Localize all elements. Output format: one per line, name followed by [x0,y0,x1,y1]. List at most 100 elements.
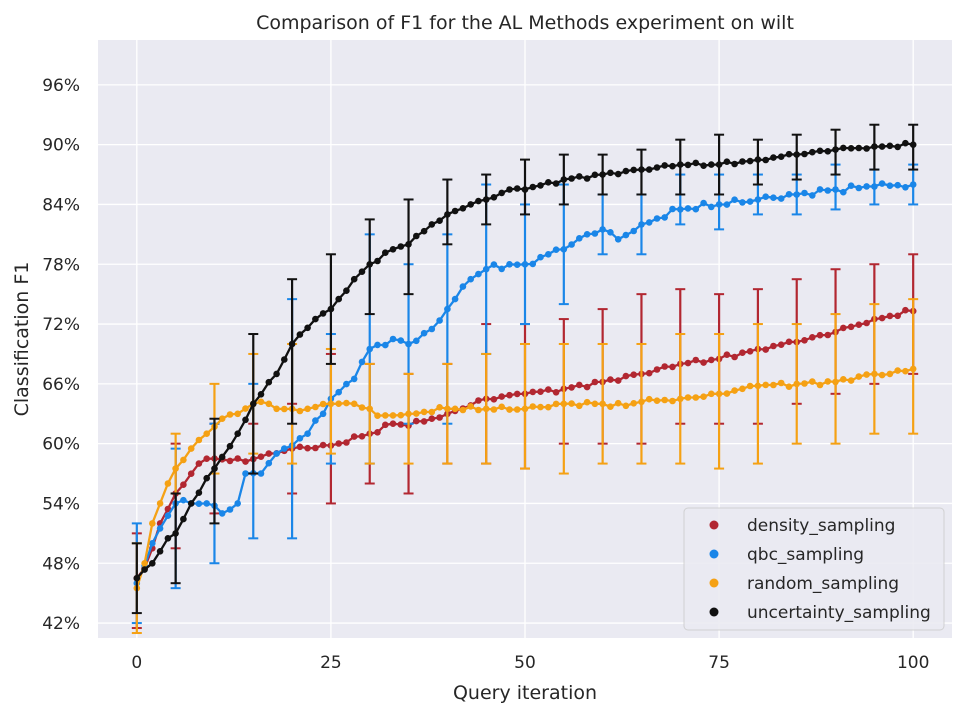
data-point [677,161,684,168]
data-point [731,387,738,394]
data-point [622,402,630,410]
x-tick-label: 50 [514,653,536,673]
data-point [746,198,754,205]
data-point [529,403,537,410]
data-point [296,435,304,442]
data-point [677,206,684,213]
data-point [234,455,241,462]
data-point [343,287,350,295]
data-point [583,231,591,238]
data-point [164,505,172,513]
data-point [265,459,273,467]
data-point [909,141,917,148]
data-point [513,185,521,192]
data-point [684,394,692,401]
legend-label: qbc_sampling [747,545,864,565]
legend-label: density_sampling [747,516,895,536]
data-point [638,221,645,228]
data-point [444,405,451,413]
data-point [801,189,808,197]
data-point [195,460,203,467]
data-point [677,395,684,403]
data-point [894,312,901,320]
data-point [164,512,172,519]
data-point [902,306,909,314]
data-point [467,403,475,410]
data-point [350,433,358,440]
y-tick-label: 72% [42,315,80,335]
data-point [700,359,707,366]
data-point [700,393,707,401]
data-point [436,404,443,411]
data-point [762,156,769,164]
data-point [203,430,210,438]
data-point [304,430,311,438]
data-point [374,257,381,265]
data-point [863,371,870,378]
data-point [715,201,723,208]
data-point [746,382,754,390]
data-point [180,515,187,523]
data-point [824,331,832,339]
data-point [358,268,366,276]
data-point [281,405,288,413]
data-point [871,143,878,150]
data-point [902,139,909,147]
data-point [645,369,653,377]
data-point [296,331,304,338]
data-point [684,359,692,367]
data-point [250,400,257,408]
data-point [847,182,855,189]
data-point [669,205,676,213]
data-point [436,217,443,224]
data-point [459,283,467,290]
data-point [382,421,389,429]
data-point [156,548,164,555]
data-point [350,400,358,408]
data-point [576,173,583,180]
data-point [847,377,855,384]
legend-marker [709,578,719,588]
data-point [560,246,568,253]
data-point [374,429,381,436]
data-point [521,261,529,268]
data-point [281,445,288,452]
data-point [203,455,210,463]
data-point [141,566,148,573]
data-point [498,189,506,197]
legend-marker [709,549,719,559]
data-point [607,229,614,236]
data-point [824,148,832,155]
data-point [420,408,428,416]
data-point [273,405,280,413]
data-point [909,365,917,373]
data-point [506,186,513,193]
data-point [661,396,668,404]
data-point [622,167,630,175]
data-point [327,400,335,408]
data-point [397,337,405,344]
data-point [389,412,397,419]
data-point [537,253,544,261]
data-point [746,157,754,165]
data-point [312,417,319,424]
legend: density_sampling qbc_sampling random_sampl… [683,507,945,631]
data-point [537,182,544,189]
data-point [583,175,591,182]
data-point [156,500,164,507]
chart-title: Comparison of F1 for the AL Methods expe… [256,12,794,34]
data-point [226,506,234,513]
data-point [583,398,591,406]
data-point [801,150,808,158]
x-tick-label: 100 [897,653,929,673]
data-point [529,388,537,396]
data-point [723,351,731,359]
data-point [180,456,187,464]
data-point [545,386,552,393]
data-point [832,186,839,193]
data-point [661,162,668,169]
data-point [257,391,265,398]
data-point [343,399,350,407]
data-point [614,170,622,178]
data-point [715,390,723,398]
